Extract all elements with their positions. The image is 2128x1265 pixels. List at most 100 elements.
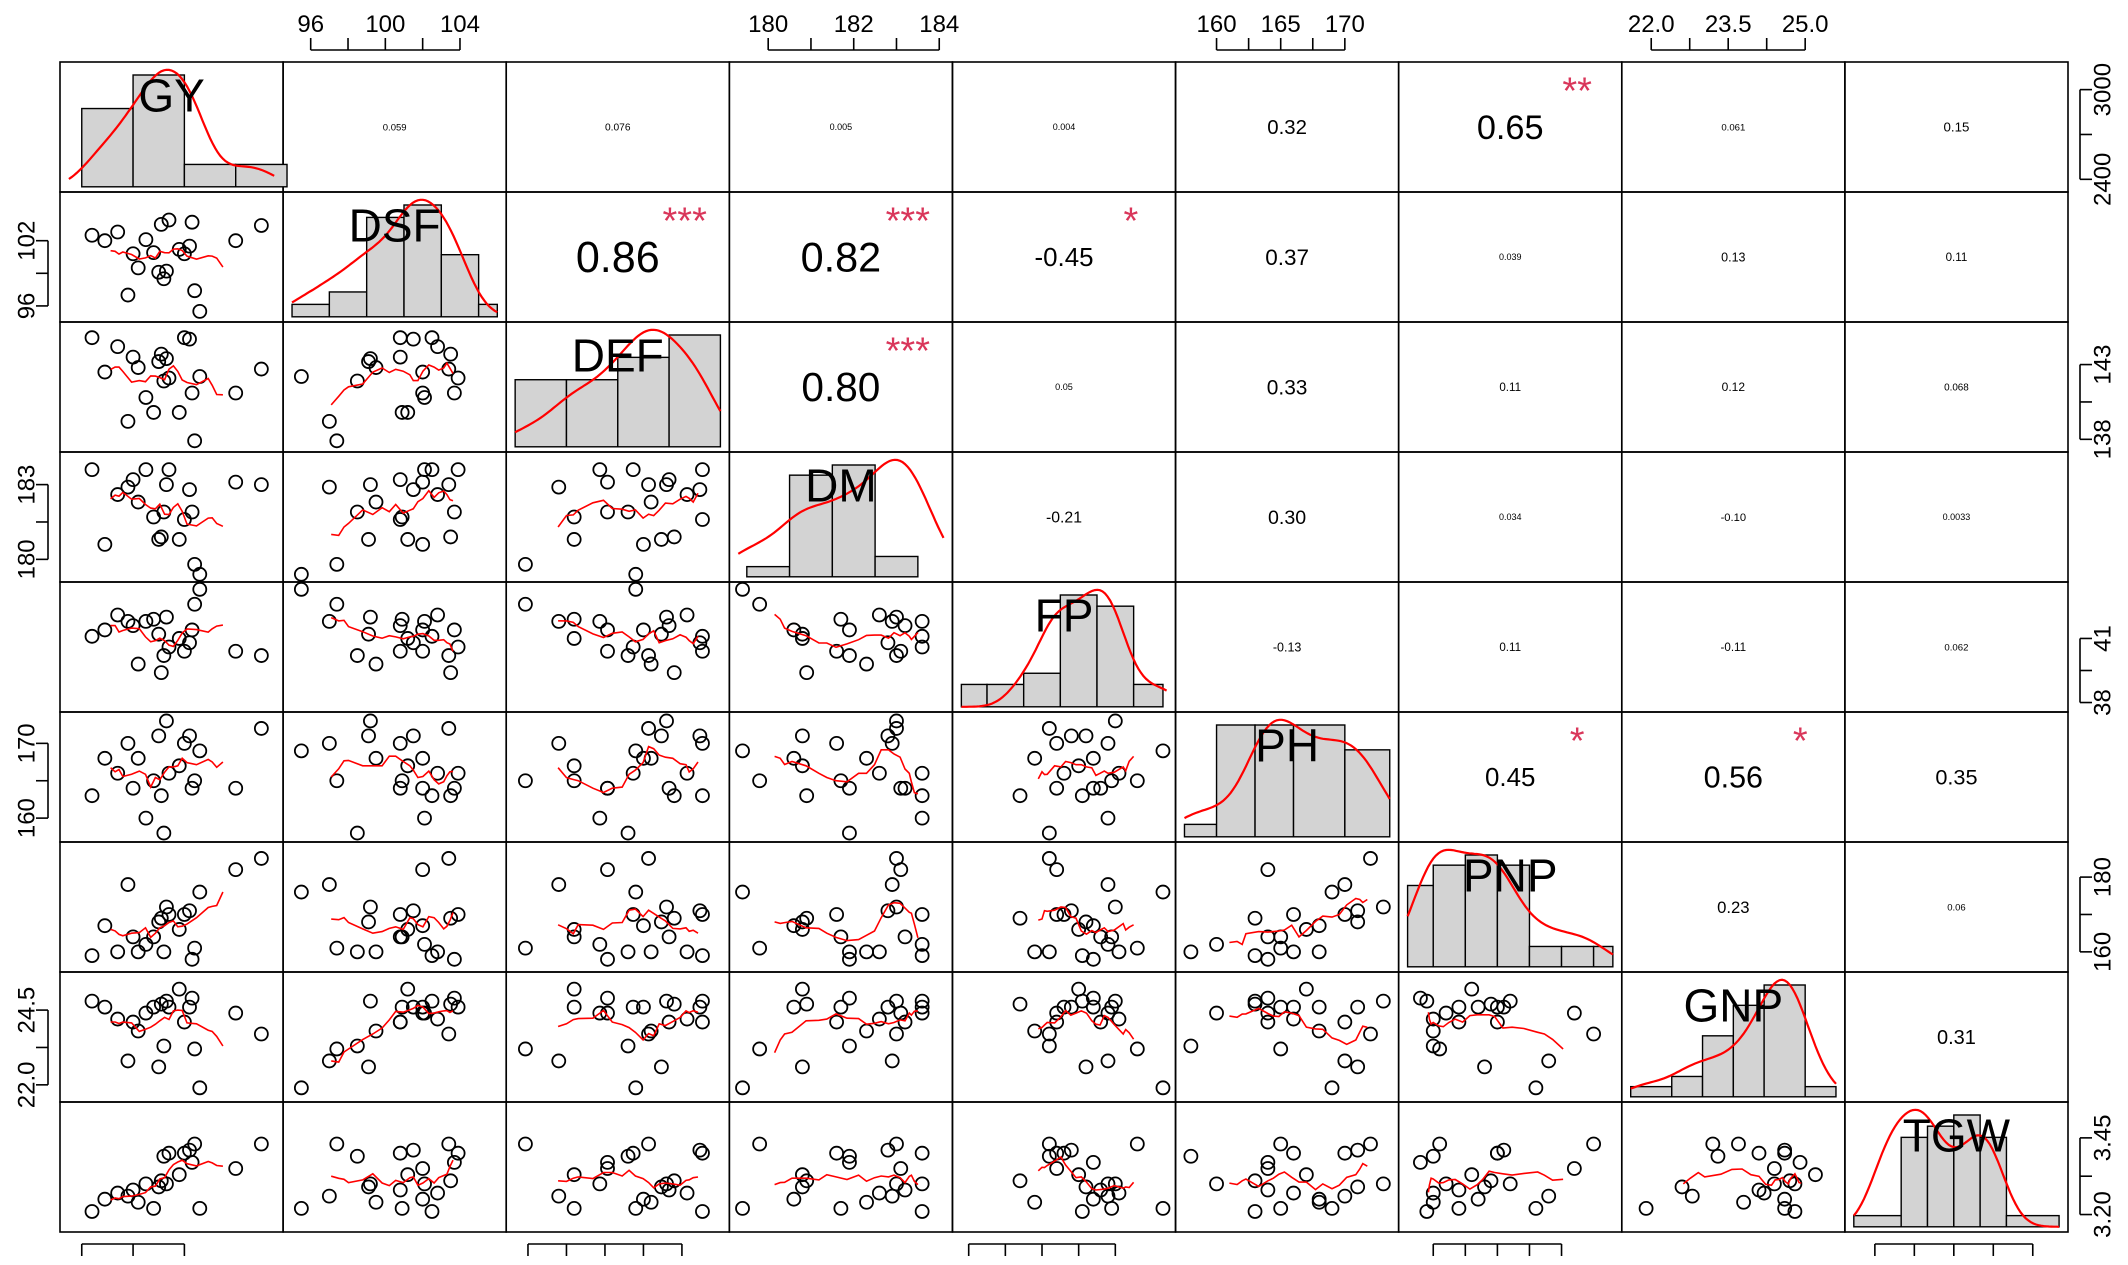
smooth-line xyxy=(110,491,224,528)
scatter-inner xyxy=(1413,981,1602,1096)
scatter-point xyxy=(228,862,244,878)
scatter-point xyxy=(415,750,431,766)
scatter-point xyxy=(695,907,710,922)
scatter-point xyxy=(153,346,169,362)
scatter-point xyxy=(1350,999,1366,1015)
significance-stars: * xyxy=(1124,201,1139,243)
scatter-point xyxy=(795,981,810,997)
scatter-point xyxy=(392,907,408,922)
correlation-value: 0.56 xyxy=(1704,761,1763,795)
correlation-value: 0.32 xyxy=(1267,117,1307,139)
scatter-point xyxy=(1260,1161,1276,1176)
correlation-value: 0.068 xyxy=(1944,382,1969,393)
correlation-value: 0.80 xyxy=(801,364,880,410)
smooth-line xyxy=(1427,1170,1564,1193)
scatter-point xyxy=(329,556,345,572)
correlation-cell-DSF-DEF: 0.86*** xyxy=(576,201,707,282)
scatter-point xyxy=(146,999,161,1015)
scatter-point xyxy=(914,788,930,804)
scatter-point xyxy=(161,639,177,655)
scatter-point xyxy=(897,929,913,945)
scatter-point xyxy=(1286,1011,1301,1027)
correlation-cell-PNP-TGW: 0.06 xyxy=(1947,902,1966,913)
scatter-point xyxy=(880,903,896,919)
scatter-point xyxy=(161,999,177,1015)
scatter-point xyxy=(176,643,192,659)
scatter-point xyxy=(84,993,100,1009)
scatter-point xyxy=(884,877,900,892)
scatter-point xyxy=(1477,1059,1492,1075)
scatter-point xyxy=(692,728,708,744)
panel-frame-PH-DM xyxy=(728,711,954,843)
scatter-point xyxy=(829,643,845,659)
scatter-point xyxy=(1470,999,1486,1015)
correlation-value: 0.45 xyxy=(1485,764,1535,792)
scatter-point xyxy=(628,566,644,582)
scatter-point xyxy=(600,1155,615,1170)
scatter-FP-vs-DSF xyxy=(293,582,466,681)
scatter-point xyxy=(159,609,174,625)
correlation-cell-GY-DM: 0.005 xyxy=(830,122,853,132)
scatter-point xyxy=(1337,1053,1353,1069)
scatter-point xyxy=(405,728,421,744)
scatter-point xyxy=(450,999,466,1015)
scatter-point xyxy=(1286,1145,1301,1161)
scatter-point xyxy=(914,993,930,1009)
scatter-PH-vs-FP xyxy=(1012,713,1171,841)
scatter-point xyxy=(859,750,874,766)
scatter-point xyxy=(441,1026,457,1042)
scatter-point xyxy=(97,750,113,766)
histogram-FP: FP xyxy=(960,588,1168,708)
scatter-TGW-vs-GNP xyxy=(1638,1136,1823,1219)
scatter-PNP-vs-DEF xyxy=(518,851,710,967)
correlation-value: 0.33 xyxy=(1267,376,1308,399)
scatter-point xyxy=(84,628,100,644)
scatter-point xyxy=(1093,780,1109,796)
tick-label: 170 xyxy=(1325,11,1365,38)
scatter-inner xyxy=(84,851,269,967)
scatter-point xyxy=(666,529,682,545)
scatter-point xyxy=(1012,1173,1028,1189)
scatter-point xyxy=(159,1176,174,1192)
scatter-point xyxy=(1041,944,1057,960)
scatter-point xyxy=(120,287,136,303)
scatter-point xyxy=(1104,773,1120,789)
scatter-point xyxy=(1489,999,1505,1015)
scatter-point xyxy=(161,1145,177,1161)
scatter-point xyxy=(679,1185,695,1201)
scatter-point xyxy=(182,331,197,347)
scatter-point xyxy=(1311,944,1327,960)
scatter-point xyxy=(97,918,113,934)
scatter-point xyxy=(361,728,376,744)
histogram-bar-TGW xyxy=(1953,1114,1981,1228)
scatter-point xyxy=(643,494,659,510)
scatter-point xyxy=(1286,944,1301,960)
scatter-PNP-vs-PH xyxy=(1183,851,1391,967)
scatter-point xyxy=(620,504,636,520)
scatter-point xyxy=(884,1053,900,1069)
scatter-point xyxy=(1049,907,1065,922)
variable-label-TGW: TGW xyxy=(1903,1109,2011,1161)
scatter-point xyxy=(329,433,345,449)
scatter-point xyxy=(1183,944,1199,960)
scatter-point xyxy=(1425,1148,1441,1164)
histogram-bar-TGW xyxy=(1979,1136,2008,1228)
scatter-point xyxy=(1566,1161,1582,1176)
scatter-point xyxy=(1311,1194,1327,1210)
scatter-point xyxy=(184,504,200,520)
scatter-point xyxy=(446,1155,462,1170)
scatter-point xyxy=(1111,944,1127,960)
correlation-cell-DM-GNP: -0.10 xyxy=(1721,512,1747,524)
scatter-point xyxy=(110,339,126,355)
scatter-point xyxy=(592,462,608,478)
scatter-point xyxy=(1350,1059,1366,1075)
smooth-line xyxy=(774,1173,919,1186)
scatter-point xyxy=(120,413,136,429)
tick-label: 104 xyxy=(440,11,480,38)
smooth-line xyxy=(1427,1012,1564,1050)
scatter-point xyxy=(1155,884,1171,900)
scatter-point xyxy=(795,1059,810,1075)
scatter-point xyxy=(600,643,615,659)
correlation-value: 0.11 xyxy=(1946,251,1968,264)
scatter-point xyxy=(138,936,154,952)
